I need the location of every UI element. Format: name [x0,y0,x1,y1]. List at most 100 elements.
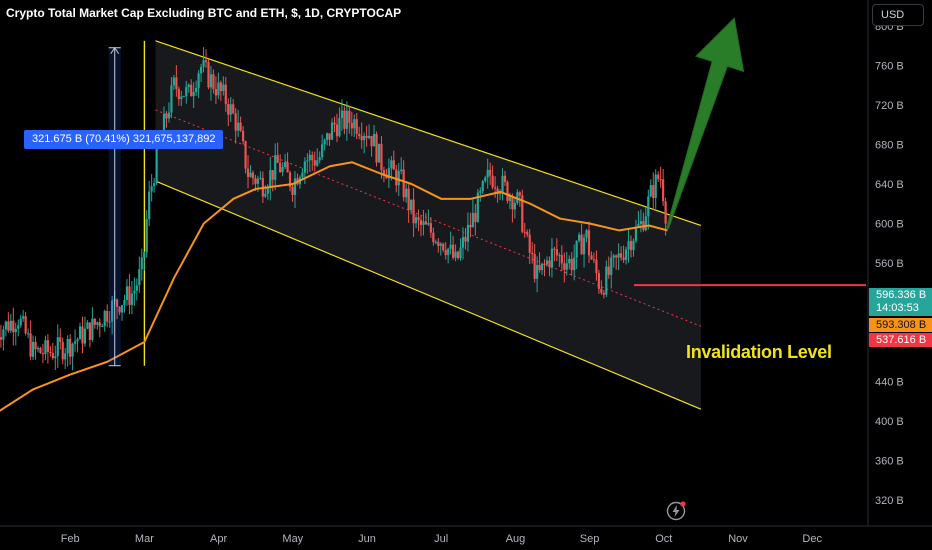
candle-body [434,241,437,243]
x-tick-label: Sep [580,533,600,545]
candle-body [610,257,613,275]
candle-body [7,321,10,331]
candle-body [350,122,353,129]
candle-body [654,174,657,198]
candle-body [553,248,556,250]
candle-body [224,84,227,104]
candle-body [175,77,178,89]
candle-body [573,257,576,271]
candle-body [540,263,544,271]
candle-body [397,171,400,186]
candle-body [375,134,378,163]
y-tick-label: 560 B [875,258,904,270]
candle-body [414,217,418,224]
candle-body [548,260,551,268]
candle-body [19,318,22,326]
candle-body [39,347,42,354]
candle-body [140,257,143,270]
candle-body [439,243,442,246]
currency-button[interactable]: USD [872,4,924,26]
candle-body [12,320,15,333]
moving-average-tag: 593.308 B [869,318,932,332]
candle-body [662,179,665,202]
candle-body [503,175,507,182]
candle-body [563,263,566,270]
candle-body [239,122,242,131]
time-axis[interactable]: Feb Mar Apr May Jun Jul Aug Sep Oct Nov Dec [0,525,932,545]
candle-body [432,232,435,243]
candle-body [283,162,287,168]
candle-body [518,192,521,196]
candle-body [318,157,321,161]
y-tick-label: 440 B [875,377,904,389]
candle-body [150,186,153,192]
candle-body [407,188,410,211]
candle-body [471,212,474,228]
candle-body [422,221,425,225]
candle-body [508,196,512,202]
candle-body [607,266,610,275]
candle-body [582,237,586,255]
candle-body [649,185,652,197]
candle-body [14,328,17,333]
candle-body [538,265,541,271]
candle-body [323,139,326,145]
candle-body [560,255,563,264]
candle-body [358,133,361,136]
candle-body [61,341,64,360]
candle-body [49,351,52,354]
candle-body [185,87,188,97]
candle-body [353,119,356,129]
candle-body [456,251,460,259]
moving-average-line [0,161,668,412]
candle-body [330,122,334,140]
last-price-value: 596.336 B [876,289,927,301]
candle-body [118,307,121,313]
candle-body [249,172,252,177]
candle-body [106,310,109,322]
candle-body [595,259,598,274]
candle-body [212,74,215,90]
channel-lower-line [155,180,702,410]
y-tick-label: 760 B [875,61,904,73]
candle-body [580,234,583,255]
lightning-icon[interactable] [665,500,687,522]
candle-body [629,241,633,251]
y-tick-label: 640 B [875,179,904,191]
candle-body [402,169,405,198]
candle-body [71,343,74,357]
x-tick-label: Nov [728,533,748,545]
candle-body [444,250,447,256]
candle-body [293,178,297,195]
candle-body [17,325,20,329]
candle-body [605,266,608,295]
x-tick-label: Feb [61,533,80,545]
candle-body [115,299,119,308]
candle-body [73,341,77,344]
candle-body [229,104,232,115]
candle-body [506,181,509,202]
candle-body [424,221,428,225]
candle-body [4,321,7,330]
candle-body [363,135,366,141]
candle-body [167,112,171,119]
candle-body [24,316,27,334]
candle-body [34,341,37,350]
candle-body [81,326,84,344]
candle-body [29,333,32,357]
candle-body [491,175,494,188]
candle-body [427,223,430,225]
candle-body [442,243,445,251]
candle-body [264,193,267,197]
candle-body [271,170,274,180]
price-axis-bg [868,0,932,550]
moving-average-path [0,161,668,412]
candle-body [291,186,294,195]
candle-body [93,318,96,325]
candle-body [251,172,255,179]
candle-body [343,110,346,129]
candle-body [123,300,126,306]
candle-body [647,196,650,217]
